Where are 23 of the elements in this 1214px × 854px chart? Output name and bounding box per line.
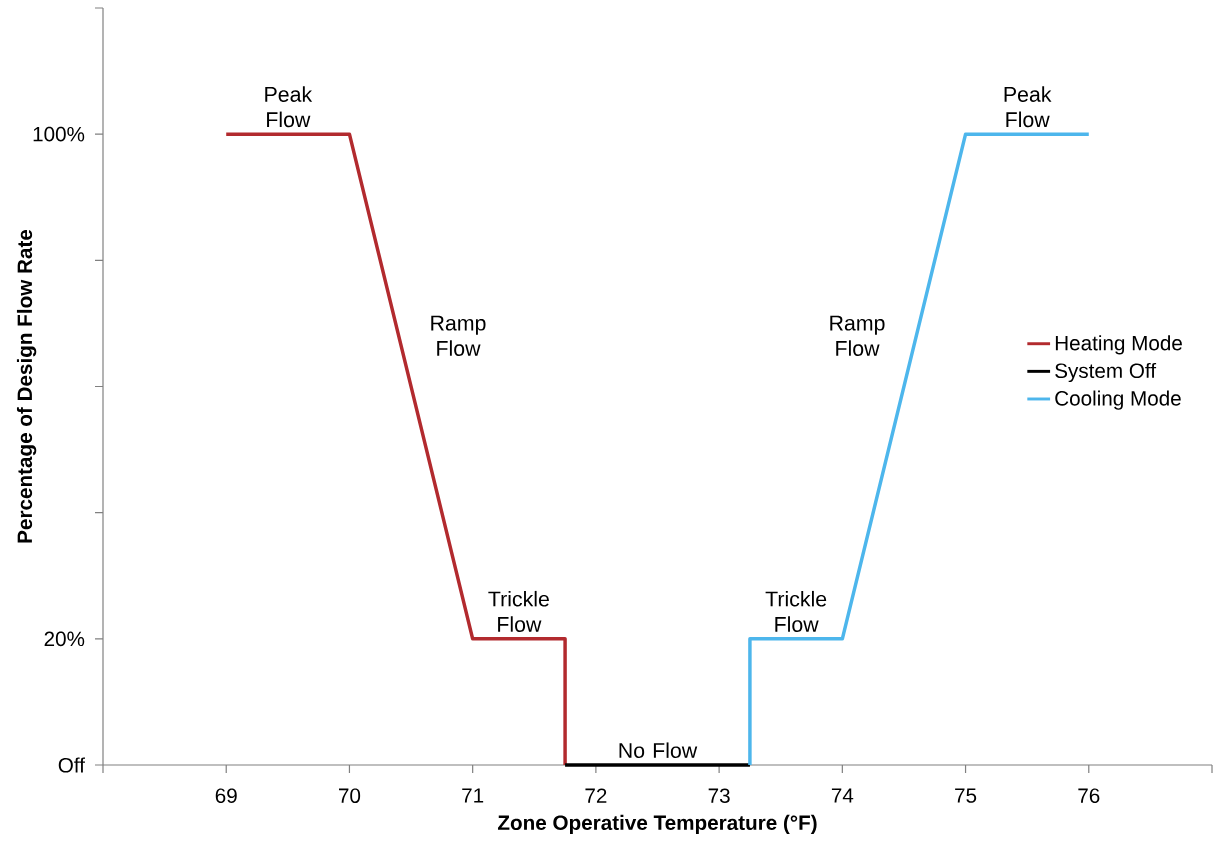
legend-label: System Off bbox=[1055, 362, 1157, 383]
x-tick-label: 72 bbox=[585, 788, 607, 803]
legend-label: Heating Mode bbox=[1055, 335, 1182, 355]
annotation: Ramp Flow bbox=[830, 315, 885, 356]
annotation: Ramp Flow bbox=[431, 315, 486, 356]
x-axis-title: Zone Operative Temperature (°F) bbox=[497, 814, 817, 835]
annotation: Peak Flow bbox=[265, 86, 313, 128]
x-tick-label: 73 bbox=[708, 788, 730, 804]
annotation: Peak Flow bbox=[1004, 86, 1052, 128]
legend-label: Cooling Mode bbox=[1055, 390, 1181, 410]
y-tick-label: Off bbox=[58, 757, 85, 773]
x-tick-label: 76 bbox=[1078, 788, 1100, 804]
annotation: Trickle Flow bbox=[488, 590, 549, 632]
x-tick-label: 69 bbox=[215, 788, 237, 804]
y-tick-label: 20% bbox=[44, 631, 85, 647]
y-axis-title: Percentage of Design Flow Rate bbox=[16, 229, 37, 543]
x-tick-label: 70 bbox=[339, 788, 361, 804]
x-tick-label: 74 bbox=[831, 788, 854, 803]
x-tick-label: 71 bbox=[462, 788, 484, 803]
annotation: Trickle Flow bbox=[765, 590, 827, 632]
annotation: No Flow bbox=[619, 742, 698, 759]
y-tick-label: 100% bbox=[33, 126, 85, 142]
x-tick-label: 75 bbox=[955, 788, 977, 803]
